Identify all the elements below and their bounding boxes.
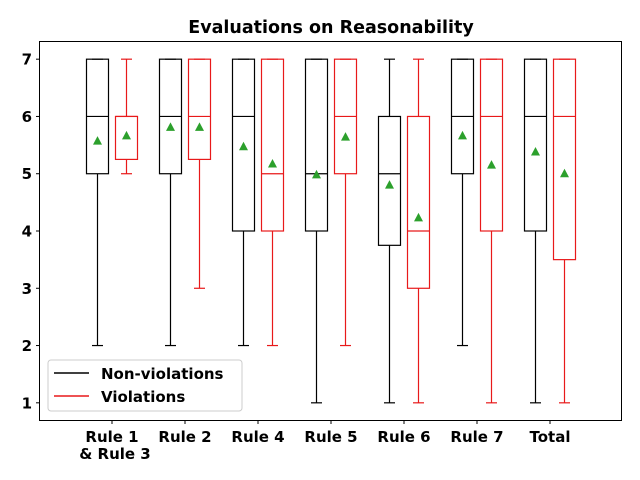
- chart-title: Evaluations on Reasonability: [188, 18, 474, 38]
- y-tick-label: 1: [22, 394, 32, 412]
- legend: Non-violations Violations: [47, 359, 243, 412]
- x-tick-label: Rule 5: [304, 428, 357, 446]
- box-non-violations: [304, 58, 329, 232]
- mean-marker-violations: [414, 212, 423, 222]
- y-tick-label: 6: [22, 108, 32, 126]
- x-axis: Rule 1& Rule 3 Rule 2 Rule 4 Rule 5 Rule 6 Ru…: [79, 420, 570, 463]
- legend-frame: [47, 359, 243, 412]
- mean-marker-non-violations: [312, 169, 321, 179]
- x-tick-label: Rule 4: [231, 428, 284, 446]
- x-tick-label: Rule 7: [450, 428, 503, 446]
- box-violations: [187, 58, 212, 161]
- mean-marker-violations: [195, 122, 204, 131]
- box-violations: [552, 58, 577, 261]
- x-tick-label: Rule 1: [85, 428, 138, 446]
- x-tick-label: Rule 6: [377, 428, 430, 446]
- y-axis: 1 2 3 4 5 6 7: [22, 51, 40, 412]
- legend-label-non-violations: Non-violations: [101, 365, 224, 383]
- box-series: [85, 58, 577, 404]
- box-non-violations: [523, 58, 548, 232]
- mean-marker-non-violations: [385, 180, 394, 189]
- box-violations: [479, 58, 504, 232]
- mean-marker-violations: [341, 132, 350, 141]
- box-violations: [406, 115, 431, 289]
- mean-marker-non-violations: [166, 122, 175, 131]
- mean-marker-violations: [268, 158, 277, 168]
- mean-marker-non-violations: [93, 136, 102, 145]
- mean-marker-non-violations: [531, 146, 540, 156]
- mean-marker-non-violations: [239, 141, 248, 151]
- y-tick-label: 3: [22, 280, 32, 298]
- x-tick-label: Rule 2: [158, 428, 211, 446]
- x-tick-label: & Rule 3: [79, 445, 151, 463]
- mean-marker-violations: [122, 130, 131, 140]
- mean-marker-violations: [560, 168, 569, 178]
- y-tick-label: 7: [22, 51, 32, 69]
- y-tick-label: 4: [22, 223, 32, 241]
- y-tick-label: 2: [22, 337, 32, 355]
- mean-marker-violations: [487, 160, 496, 169]
- y-tick-label: 5: [22, 165, 32, 183]
- mean-marker-non-violations: [458, 130, 467, 140]
- x-tick-label: Total: [530, 428, 571, 446]
- box-violations: [260, 58, 285, 232]
- legend-label-violations: Violations: [101, 388, 185, 406]
